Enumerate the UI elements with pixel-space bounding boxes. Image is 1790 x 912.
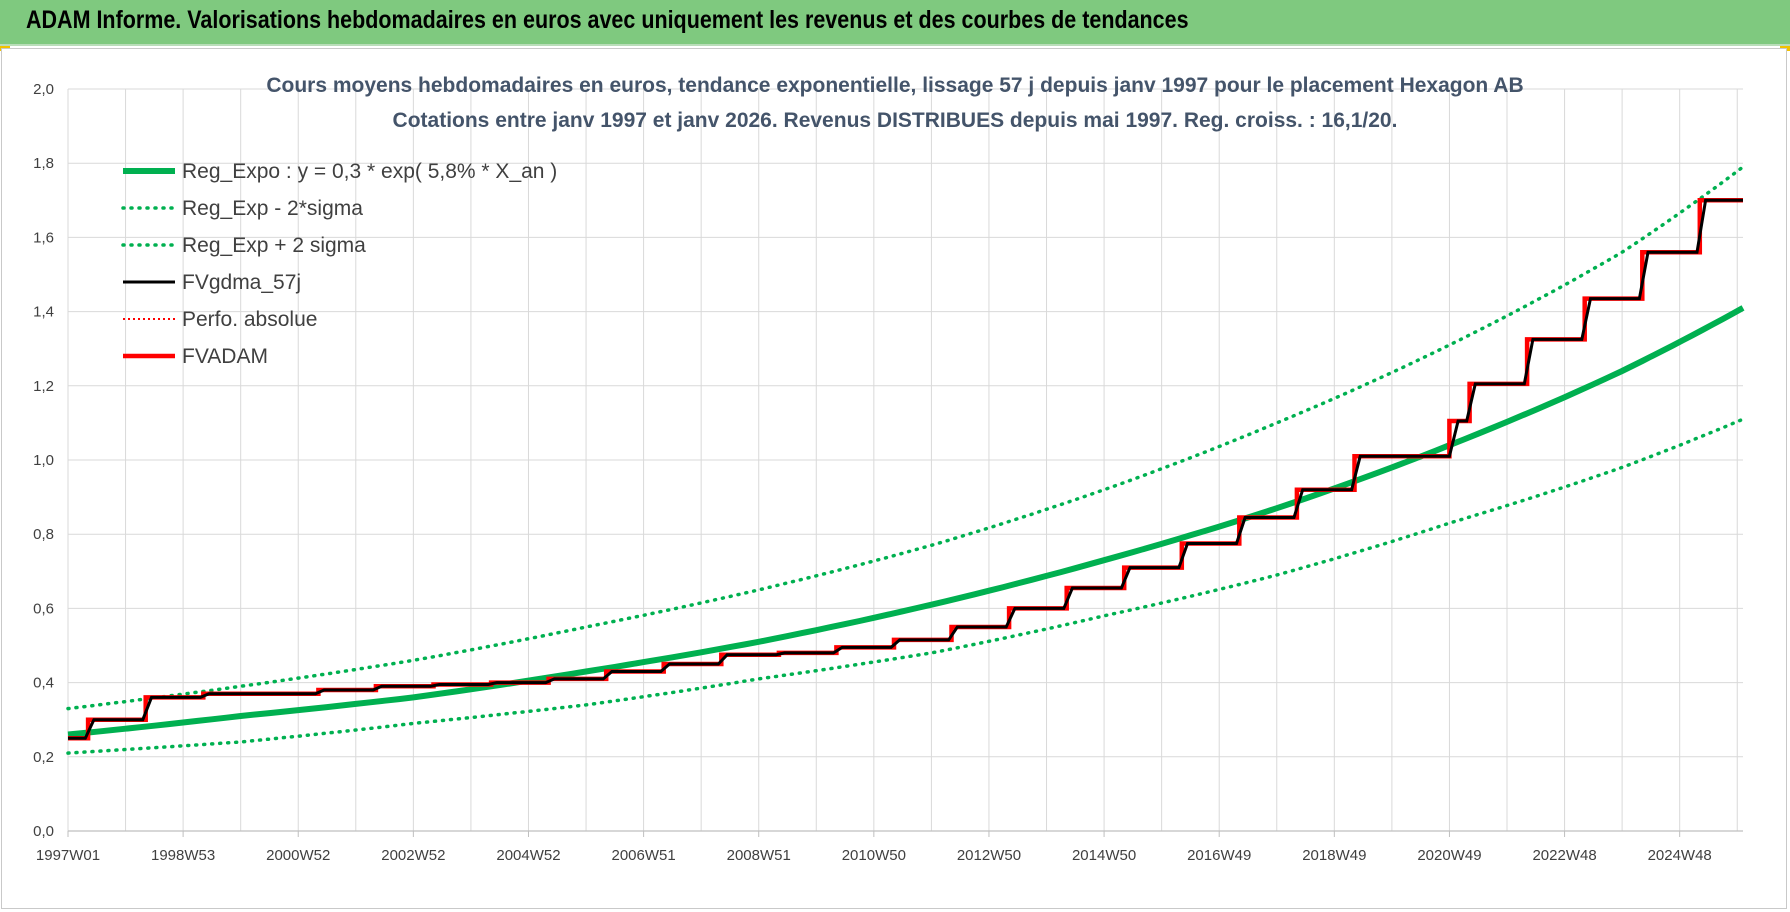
report-title: ADAM Informe. Valorisations hebdomadaire…: [26, 6, 1189, 34]
x-tick-label: 2006W51: [611, 847, 675, 864]
x-tick-label: 2002W52: [381, 847, 445, 864]
x-tick-label: 2004W52: [496, 847, 560, 864]
series-layer: [66, 165, 1745, 755]
y-tick-label: 1,8: [33, 155, 54, 172]
legend-label: Reg_Exp + 2 sigma: [182, 234, 366, 257]
legend-label: Perfo. absolue: [182, 308, 317, 331]
y-tick-label: 2,0: [33, 81, 54, 98]
y-tick-label: 1,6: [33, 229, 54, 246]
x-tick-label: 2016W49: [1187, 847, 1251, 864]
y-tick-label: 0,2: [33, 749, 54, 766]
x-tick-label: 2012W50: [957, 847, 1021, 864]
x-tick-label: 2010W50: [842, 847, 906, 864]
y-tick-label: 0,6: [33, 600, 54, 617]
chart-title-line-2: Cotations entre janv 1997 et janv 2026. …: [393, 109, 1398, 132]
y-tick-label: 0,4: [33, 675, 54, 692]
y-tick-label: 1,4: [33, 304, 54, 321]
legend-label: FVgdma_57j: [182, 271, 301, 294]
x-tick-label: 2022W48: [1532, 847, 1596, 864]
chart-title-line-1: Cours moyens hebdomadaires en euros, ten…: [266, 74, 1523, 97]
series-line-smooth: [68, 198, 1743, 740]
legend-label: FVADAM: [182, 345, 268, 368]
axes: 0,0 0,2 0,4 0,6 0,8 1,0 1,2 1,4 1,6 1,8 2,0 1997W01…: [33, 81, 1743, 864]
y-tick-label: 0,0: [33, 823, 54, 840]
series-line-adam: [68, 198, 1743, 741]
y-tick-label: 1,0: [33, 452, 54, 469]
header-bar: ADAM Informe. Valorisations hebdomadaire…: [0, 0, 1790, 46]
x-tick-label: 1997W01: [36, 847, 100, 864]
legend-label: Reg_Exp - 2*sigma: [182, 197, 363, 220]
legend: Reg_Expo : y = 0,3 * exp( 5,8% * X_an ) R…: [121, 160, 557, 368]
x-tick-label: 2014W50: [1072, 847, 1136, 864]
x-tick-label: 2008W51: [727, 847, 791, 864]
y-tick-label: 1,2: [33, 378, 54, 395]
legend-label: Reg_Expo : y = 0,3 * exp( 5,8% * X_an ): [182, 160, 557, 183]
x-tick-label: 2024W48: [1648, 847, 1712, 864]
x-tick-label: 2018W49: [1302, 847, 1366, 864]
series-line-lower: [66, 417, 1745, 755]
x-tick-label: 2020W49: [1417, 847, 1481, 864]
y-tick-label: 0,8: [33, 526, 54, 543]
chart-title: Cours moyens hebdomadaires en euros, ten…: [266, 74, 1523, 132]
x-tick-label: 1998W53: [151, 847, 215, 864]
x-tick-label: 2000W52: [266, 847, 330, 864]
chart-svg: 0,0 0,2 0,4 0,6 0,8 1,0 1,2 1,4 1,6 1,8 2,0 1997W01…: [33, 74, 1745, 864]
series-line-upper: [66, 165, 1745, 711]
series-line-trend: [67, 305, 1745, 738]
chart-area: 0,0 0,2 0,4 0,6 0,8 1,0 1,2 1,4 1,6 1,8 2,0 1997W01…: [1, 48, 1787, 909]
